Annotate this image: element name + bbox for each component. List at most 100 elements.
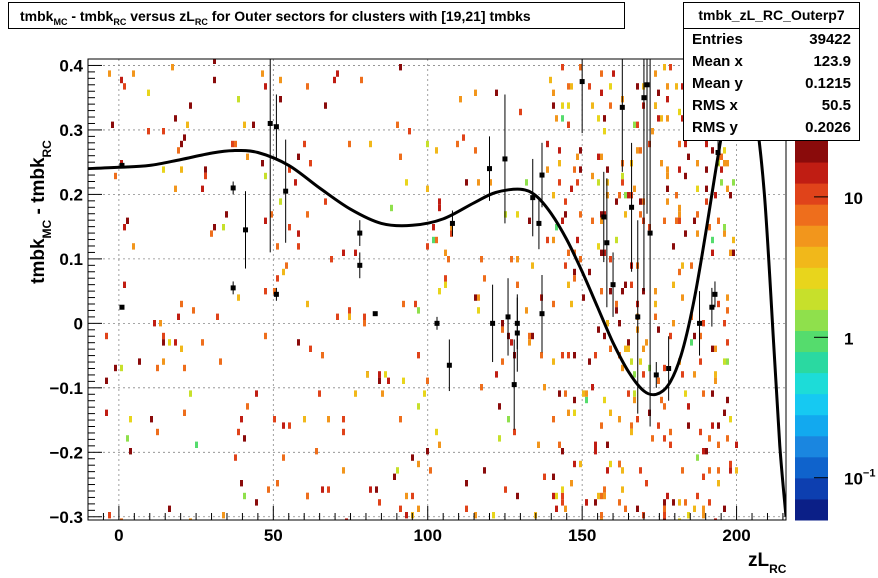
histogram-cell	[321, 486, 324, 493]
histogram-cell	[603, 492, 606, 500]
histogram-cell	[657, 326, 660, 333]
histogram-cell	[603, 128, 606, 135]
histogram-cell	[609, 409, 612, 416]
histogram-cell	[663, 64, 666, 71]
histogram-cell	[627, 390, 630, 397]
histogram-cell	[417, 403, 420, 410]
histogram-cell	[612, 70, 615, 77]
x-tick-label: 50	[264, 526, 283, 545]
histogram-cell	[555, 115, 558, 122]
histogram-cell	[162, 358, 165, 365]
histogram-cells	[105, 59, 738, 520]
histogram-cell	[129, 448, 132, 455]
histogram-cell	[210, 230, 213, 237]
profile-point	[490, 320, 496, 326]
histogram-cell	[237, 294, 240, 301]
histogram-cell	[669, 332, 672, 340]
histogram-cell	[603, 249, 606, 256]
x-tick-label: 150	[568, 526, 596, 545]
histogram-cell	[708, 499, 711, 506]
profile-point	[709, 304, 715, 310]
histogram-cell	[681, 115, 684, 122]
histogram-cell	[474, 294, 477, 301]
profile-point	[530, 195, 536, 201]
histogram-cell	[669, 64, 672, 71]
histogram-cell	[654, 313, 657, 320]
histogram-cell	[264, 332, 267, 340]
y-tick-label: −0.3	[49, 508, 83, 527]
histogram-cell	[177, 147, 180, 154]
histogram-cell	[450, 230, 453, 237]
histogram-cell	[483, 467, 486, 474]
histogram-cell	[627, 345, 630, 352]
histogram-cell	[498, 435, 501, 442]
histogram-cell	[213, 59, 216, 64]
histogram-cell	[309, 345, 312, 352]
histogram-cell	[438, 198, 441, 205]
y-tick-label: −0.1	[49, 379, 83, 398]
histogram-cell	[411, 492, 414, 500]
histogram-cell	[552, 192, 555, 199]
histogram-cell	[156, 364, 159, 372]
histogram-cell	[678, 499, 681, 506]
histogram-cell	[213, 224, 216, 231]
histogram-cell	[615, 198, 618, 205]
histogram-cell	[336, 70, 339, 77]
histogram-cell	[354, 249, 357, 256]
histogram-cell	[246, 403, 249, 410]
histogram-cell	[666, 172, 669, 180]
histogram-cell	[288, 422, 291, 429]
histogram-cell	[255, 499, 258, 506]
histogram-cell	[477, 294, 480, 301]
histogram-cell	[621, 467, 624, 474]
histogram-cell	[516, 281, 519, 288]
colorbar-segment	[795, 477, 828, 500]
histogram-cell	[684, 172, 687, 180]
histogram-cell	[195, 441, 198, 448]
histogram-cell	[732, 236, 735, 244]
histogram-cell	[672, 281, 675, 288]
histogram-cell	[306, 211, 309, 218]
profile-point	[514, 320, 520, 326]
histogram-cell	[273, 416, 276, 423]
histogram-cell	[696, 454, 699, 461]
histogram-cell	[111, 121, 114, 128]
histogram-cell	[366, 371, 369, 378]
histogram-cell	[624, 345, 627, 352]
histogram-cell	[294, 179, 297, 186]
histogram-cell	[168, 505, 171, 512]
profile-point	[230, 185, 236, 191]
y-tick-label: 0.2	[59, 185, 83, 204]
profile-point	[357, 262, 363, 268]
histogram-cell	[576, 236, 579, 244]
colorbar-segment	[795, 414, 828, 437]
histogram-cell	[633, 121, 636, 128]
histogram-cell	[240, 416, 243, 423]
profile-point	[579, 79, 585, 85]
histogram-cell	[525, 307, 528, 314]
histogram-cell	[714, 345, 717, 352]
y-tick-label: 0	[74, 314, 83, 333]
histogram-cell	[582, 390, 585, 397]
histogram-cell	[726, 185, 729, 192]
histogram-cell	[660, 160, 663, 167]
histogram-cell	[180, 300, 183, 308]
histogram-cell	[303, 416, 306, 423]
histogram-cell	[480, 256, 483, 263]
histogram-cell	[378, 371, 381, 378]
profile-point	[434, 320, 440, 326]
histogram-cell	[705, 185, 708, 192]
histogram-cell	[585, 499, 588, 506]
histogram-cell	[561, 448, 564, 455]
histogram-cell	[411, 454, 414, 461]
histogram-cell	[396, 121, 399, 128]
profile-point	[243, 227, 249, 233]
histogram-cell	[642, 371, 645, 378]
histogram-cell	[696, 211, 699, 218]
histogram-cell	[561, 486, 564, 493]
histogram-cell	[402, 300, 405, 308]
fit-curve	[88, 67, 786, 517]
histogram-cell	[615, 307, 618, 314]
histogram-cell	[702, 512, 705, 519]
histogram-cell	[729, 467, 732, 474]
